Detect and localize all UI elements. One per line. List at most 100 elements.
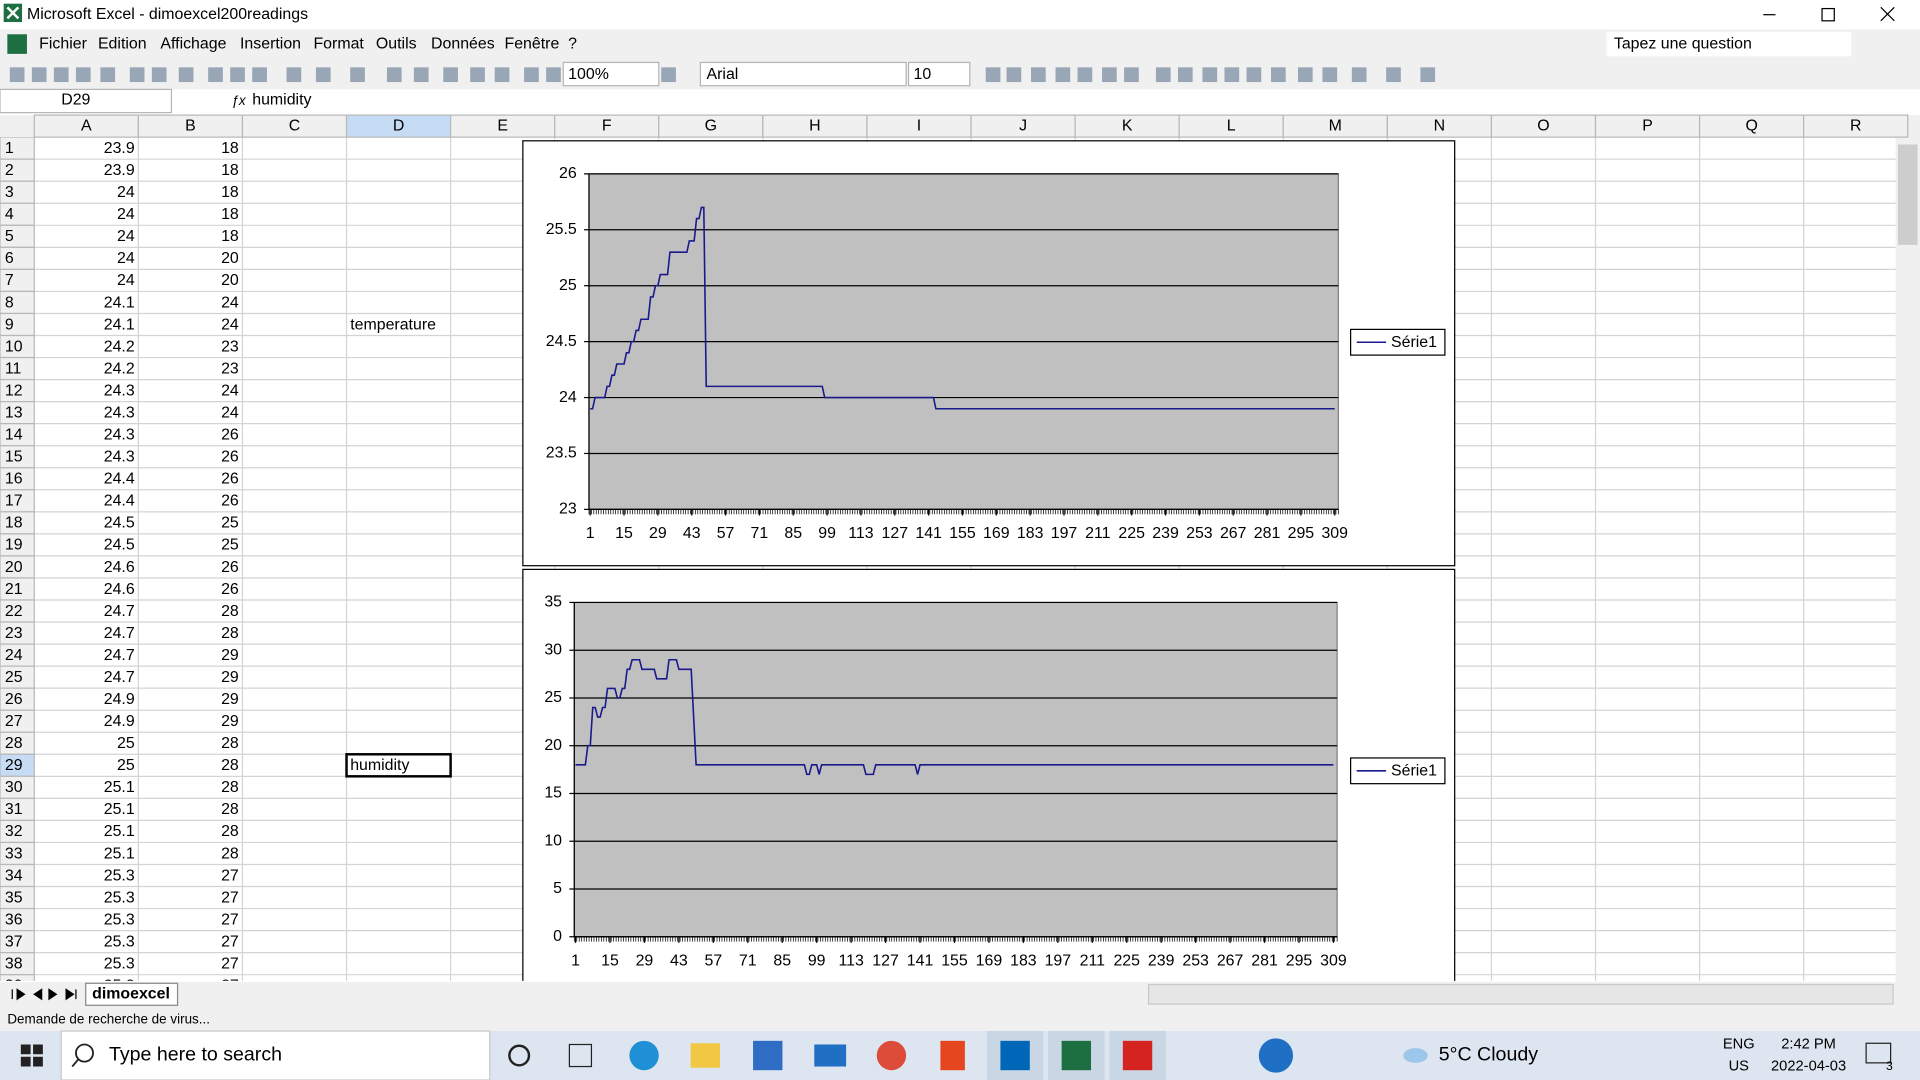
cell[interactable]: 24.3 bbox=[104, 404, 135, 421]
weather[interactable]: 5°C Cloudy bbox=[1439, 1044, 1538, 1066]
cell[interactable]: temperature bbox=[350, 316, 436, 333]
cell[interactable]: 24 bbox=[117, 206, 135, 223]
cell[interactable]: 24.4 bbox=[104, 493, 135, 510]
toolbar-icon[interactable] bbox=[1386, 67, 1401, 83]
toolbar-icon[interactable] bbox=[350, 67, 365, 83]
cell[interactable]: 25.1 bbox=[104, 845, 135, 862]
cell[interactable]: 24 bbox=[221, 404, 239, 421]
cell[interactable]: 24.5 bbox=[104, 537, 135, 554]
cell[interactable]: 24.6 bbox=[104, 581, 135, 598]
cell[interactable]: 24.6 bbox=[104, 559, 135, 576]
language[interactable]: ENG bbox=[1723, 1036, 1755, 1052]
toolbar-icon[interactable] bbox=[53, 67, 69, 83]
cell[interactable]: 29 bbox=[221, 669, 239, 686]
cortana[interactable] bbox=[508, 1044, 531, 1067]
cell[interactable]: 27 bbox=[221, 911, 239, 928]
cell[interactable]: 27 bbox=[221, 955, 239, 972]
cell[interactable]: 23 bbox=[221, 360, 239, 377]
cell[interactable]: 28 bbox=[221, 757, 239, 774]
cell[interactable]: 26 bbox=[221, 559, 239, 576]
toolbar-icon[interactable] bbox=[1055, 67, 1071, 83]
cell[interactable]: 29 bbox=[221, 647, 239, 664]
toolbar-icon[interactable] bbox=[470, 67, 485, 83]
toolbar-icon[interactable] bbox=[1031, 67, 1046, 83]
toolbar-icon[interactable] bbox=[985, 67, 1001, 83]
cell[interactable]: 20 bbox=[221, 250, 239, 267]
toolbar-icon[interactable] bbox=[9, 67, 25, 83]
cell[interactable]: 27 bbox=[221, 978, 239, 995]
toolbar-icon[interactable] bbox=[151, 67, 167, 83]
cell[interactable]: 18 bbox=[221, 228, 239, 245]
toolbar-icon[interactable] bbox=[1322, 67, 1338, 83]
cell[interactable]: 24 bbox=[221, 294, 239, 311]
font-box[interactable] bbox=[699, 61, 907, 87]
toolbar-icon[interactable] bbox=[286, 67, 302, 83]
start-button[interactable] bbox=[20, 1044, 43, 1067]
toolbar-icon[interactable] bbox=[1224, 67, 1240, 83]
mail-icon[interactable] bbox=[814, 1044, 847, 1067]
cell[interactable]: 24.3 bbox=[104, 382, 135, 399]
cell[interactable]: 26 bbox=[221, 449, 239, 466]
cell[interactable]: 18 bbox=[221, 140, 239, 157]
cell[interactable]: 25 bbox=[221, 537, 239, 554]
cell[interactable]: 25.1 bbox=[104, 779, 135, 796]
toolbar-icon[interactable] bbox=[1177, 67, 1193, 83]
toolbar-icon[interactable] bbox=[1124, 67, 1139, 83]
cell[interactable]: 24 bbox=[117, 272, 135, 289]
cell[interactable]: 26 bbox=[221, 471, 239, 488]
sheet-tab[interactable] bbox=[85, 982, 179, 1006]
cell[interactable]: 18 bbox=[221, 206, 239, 223]
cell[interactable]: 26 bbox=[221, 581, 239, 598]
cell[interactable]: 28 bbox=[221, 625, 239, 642]
cell[interactable]: 24 bbox=[117, 184, 135, 201]
cell[interactable]: 24.5 bbox=[104, 515, 135, 532]
cell[interactable]: 23.9 bbox=[104, 162, 135, 179]
cell[interactable]: 24.7 bbox=[104, 625, 135, 642]
menu-item[interactable]: Fichier bbox=[39, 35, 87, 52]
legend[interactable] bbox=[1350, 757, 1446, 785]
toolbar-icon[interactable] bbox=[75, 67, 91, 83]
toolbar-icon[interactable] bbox=[386, 67, 402, 83]
office-icon[interactable] bbox=[940, 1040, 965, 1071]
cell[interactable]: 24.2 bbox=[104, 360, 135, 377]
toolbar-icon[interactable] bbox=[100, 67, 116, 83]
cell[interactable]: 28 bbox=[221, 779, 239, 796]
excel-icon[interactable] bbox=[1061, 1040, 1092, 1071]
toolbar-icon[interactable] bbox=[494, 67, 510, 83]
cell[interactable]: 27 bbox=[221, 889, 239, 906]
toolbar-icon[interactable] bbox=[1102, 67, 1117, 83]
search-box[interactable] bbox=[60, 1030, 491, 1080]
cell[interactable]: 25.3 bbox=[104, 955, 135, 972]
cell[interactable]: 25.3 bbox=[104, 867, 135, 884]
toolbar-icon[interactable] bbox=[208, 67, 223, 83]
row-header[interactable] bbox=[0, 974, 35, 997]
toolbar-icon[interactable] bbox=[1271, 67, 1286, 83]
cell[interactable]: 18 bbox=[221, 162, 239, 179]
toolbar-icon[interactable] bbox=[1155, 67, 1171, 83]
menu-item[interactable]: Données bbox=[431, 35, 495, 52]
toolbar-icon[interactable] bbox=[31, 67, 47, 83]
cell[interactable]: 24.3 bbox=[104, 427, 135, 444]
toolbar-icon[interactable] bbox=[443, 67, 458, 83]
sheet-tab-label[interactable]: dimoexcel bbox=[92, 985, 170, 1002]
close[interactable] bbox=[1880, 6, 1895, 22]
cell[interactable]: 24.9 bbox=[104, 691, 135, 708]
cell[interactable]: 25 bbox=[117, 735, 135, 752]
cell[interactable]: 24.7 bbox=[104, 603, 135, 620]
cell[interactable]: 29 bbox=[221, 691, 239, 708]
toolbar-icon[interactable] bbox=[1006, 67, 1022, 83]
cell[interactable]: 25 bbox=[117, 757, 135, 774]
cell[interactable]: 28 bbox=[221, 823, 239, 840]
chrome-icon[interactable] bbox=[876, 1040, 907, 1071]
cell[interactable]: 24 bbox=[221, 316, 239, 333]
toolbar-icon[interactable] bbox=[1420, 67, 1436, 83]
toolbar-icon[interactable] bbox=[129, 67, 145, 83]
notification-count[interactable]: 3 bbox=[1886, 1059, 1893, 1073]
cell[interactable]: 28 bbox=[221, 801, 239, 818]
menu-item[interactable]: Insertion bbox=[240, 35, 301, 52]
cell[interactable]: 25.3 bbox=[104, 911, 135, 928]
cell[interactable]: 28 bbox=[221, 735, 239, 752]
cell[interactable]: 26 bbox=[221, 493, 239, 510]
cell[interactable]: 23 bbox=[221, 338, 239, 355]
toolbar-icon[interactable] bbox=[230, 67, 245, 83]
